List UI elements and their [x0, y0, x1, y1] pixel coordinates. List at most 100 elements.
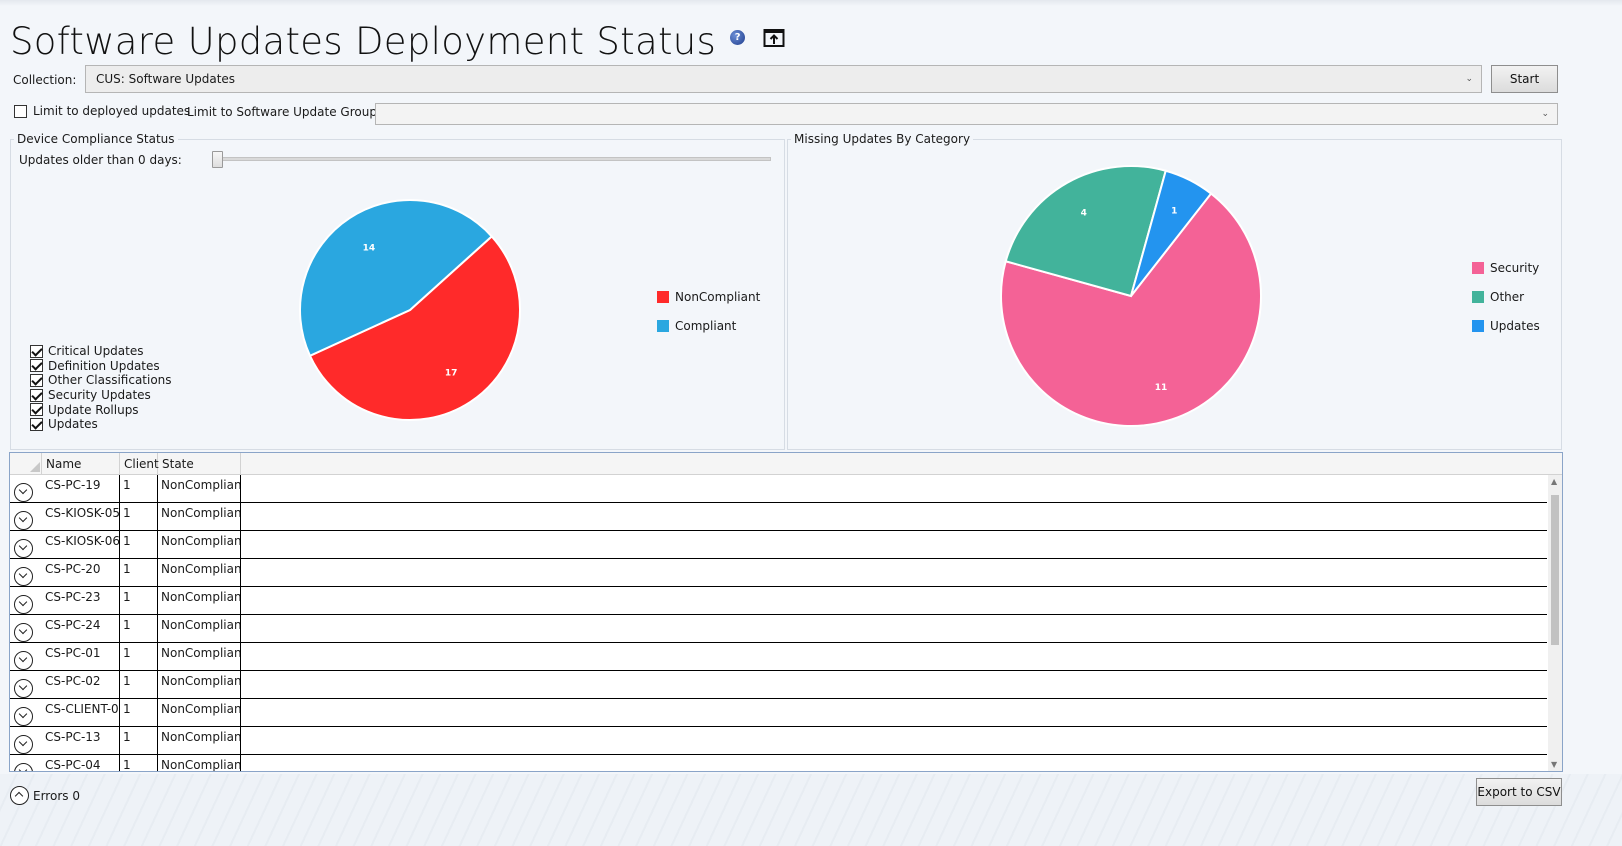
table-row[interactable]: CS-PC-02 1 NonCompliant: [10, 671, 1547, 699]
collection-value: CUS: Software Updates: [96, 72, 236, 86]
limit-deployed-label: Limit to deployed updates: [33, 104, 191, 118]
classification-item[interactable]: Definition Updates: [30, 359, 172, 374]
table-row[interactable]: CS-KIOSK-06 1 NonCompliant: [10, 531, 1547, 559]
expand-row-icon[interactable]: [14, 595, 33, 614]
expand-row-icon[interactable]: [14, 735, 33, 754]
cell-client: 1: [120, 643, 158, 670]
chevron-up-icon[interactable]: [10, 786, 29, 805]
grid-scrollbar[interactable]: ▲ ▼: [1548, 475, 1562, 771]
cell-client: 1: [120, 615, 158, 642]
cell-client: 1: [120, 699, 158, 726]
cell-state: NonCompliant: [158, 671, 241, 698]
pie-slice-compliant: [299, 199, 494, 358]
table-row[interactable]: CS-PC-23 1 NonCompliant: [10, 587, 1547, 615]
scroll-down-arrow-icon[interactable]: ▼: [1551, 760, 1558, 769]
classification-checkbox[interactable]: [30, 373, 43, 387]
classification-checkbox[interactable]: [30, 388, 43, 402]
days-slider-track[interactable]: [213, 157, 771, 161]
slider-label: Updates older than 0 days:: [19, 153, 182, 167]
cell-client: 1: [120, 475, 158, 502]
legend-label: Security: [1490, 260, 1540, 275]
days-slider-thumb[interactable]: [212, 151, 223, 168]
cell-client: 1: [120, 559, 158, 586]
cell-name: CS-PC-04: [42, 755, 120, 771]
cell-state: NonCompliant: [158, 559, 241, 586]
cell-name: CS-PC-24: [42, 615, 120, 642]
pie-slice-noncompliant: [308, 234, 521, 421]
expand-row-icon[interactable]: [14, 483, 33, 502]
cell-client: 1: [120, 531, 158, 558]
window-top-edge: [0, 0, 1622, 6]
select-all-corner[interactable]: [10, 453, 42, 475]
popout-icon[interactable]: [763, 28, 785, 48]
collection-combobox[interactable]: CUS: Software Updates ⌄: [85, 65, 1482, 93]
classification-item[interactable]: Update Rollups: [30, 402, 172, 417]
scroll-thumb[interactable]: [1551, 495, 1559, 645]
scroll-up-arrow-icon[interactable]: ▲: [1551, 477, 1558, 486]
table-row[interactable]: CS-PC-13 1 NonCompliant: [10, 727, 1547, 755]
chevron-down-icon: ⌄: [1465, 74, 1473, 84]
collection-label: Collection:: [13, 73, 77, 87]
legend-label: Other: [1490, 289, 1525, 304]
export-csv-button[interactable]: Export to CSV: [1476, 778, 1562, 806]
legend-item-compliant: Compliant: [657, 311, 760, 340]
pie-data-label: 1: [1171, 206, 1177, 216]
classification-checkbox[interactable]: [30, 417, 43, 431]
classification-checkbox[interactable]: [30, 359, 43, 373]
cell-name: CS-PC-01: [42, 643, 120, 670]
cell-state: NonCompliant: [158, 587, 241, 614]
errors-toggle[interactable]: Errors 0: [10, 786, 80, 805]
limit-deployed-checkbox[interactable]: [14, 104, 27, 118]
expand-row-icon[interactable]: [14, 651, 33, 670]
table-row[interactable]: CS-KIOSK-05 1 NonCompliant: [10, 503, 1547, 531]
legend-swatch: [657, 290, 669, 303]
cell-client: 1: [120, 727, 158, 754]
grid-header: Name Client State: [10, 453, 1562, 475]
table-row[interactable]: CS-PC-20 1 NonCompliant: [10, 559, 1547, 587]
classification-item[interactable]: Updates: [30, 417, 172, 432]
cell-state: NonCompliant: [158, 699, 241, 726]
cell-client: 1: [120, 587, 158, 614]
table-row[interactable]: CS-CLIENT-01 1 NonCompliant: [10, 699, 1547, 727]
cell-client: 1: [120, 671, 158, 698]
legend-swatch: [657, 319, 669, 332]
legend-swatch: [1472, 261, 1484, 274]
limit-deployed-option[interactable]: Limit to deployed updates: [14, 104, 190, 118]
pie-slice-other: [1004, 165, 1167, 298]
cell-name: CS-PC-23: [42, 587, 120, 614]
pie-slice-updates: [1130, 169, 1213, 297]
classification-checkbox[interactable]: [30, 403, 43, 417]
column-header-state[interactable]: State: [158, 453, 241, 475]
table-row[interactable]: CS-PC-01 1 NonCompliant: [10, 643, 1547, 671]
expand-row-icon[interactable]: [14, 763, 33, 771]
legend-label: Compliant: [675, 318, 737, 333]
classification-item[interactable]: Other Classifications: [30, 373, 172, 388]
compliance-legend: NonCompliant Compliant: [657, 282, 760, 340]
chevron-down-icon: ⌄: [1541, 109, 1549, 119]
legend-label: NonCompliant: [675, 289, 761, 304]
cell-state: NonCompliant: [158, 755, 241, 771]
expand-row-icon[interactable]: [14, 567, 33, 586]
pie-data-label: 14: [363, 243, 376, 253]
expand-row-icon[interactable]: [14, 623, 33, 642]
classification-item[interactable]: Security Updates: [30, 388, 172, 403]
pie-data-label: 4: [1081, 208, 1087, 218]
table-row[interactable]: CS-PC-04 1 NonCompliant: [10, 755, 1547, 771]
expand-row-icon[interactable]: [14, 707, 33, 726]
column-header-name[interactable]: Name: [42, 453, 120, 475]
update-group-combobox[interactable]: ⌄: [375, 103, 1558, 125]
title-row: Software Updates Deployment Status ?: [10, 16, 785, 66]
cell-client: 1: [120, 503, 158, 530]
expand-row-icon[interactable]: [14, 679, 33, 698]
classification-checkbox[interactable]: [30, 344, 43, 358]
table-row[interactable]: CS-PC-24 1 NonCompliant: [10, 615, 1547, 643]
table-row[interactable]: CS-PC-19 1 NonCompliant: [10, 475, 1547, 503]
expand-row-icon[interactable]: [14, 511, 33, 530]
help-icon[interactable]: ?: [730, 29, 746, 45]
classification-label: Critical Updates: [48, 344, 144, 359]
column-header-client[interactable]: Client: [120, 453, 159, 475]
cell-state: NonCompliant: [158, 475, 241, 502]
start-button[interactable]: Start: [1491, 65, 1558, 93]
expand-row-icon[interactable]: [14, 539, 33, 558]
classification-item[interactable]: Critical Updates: [30, 344, 172, 359]
